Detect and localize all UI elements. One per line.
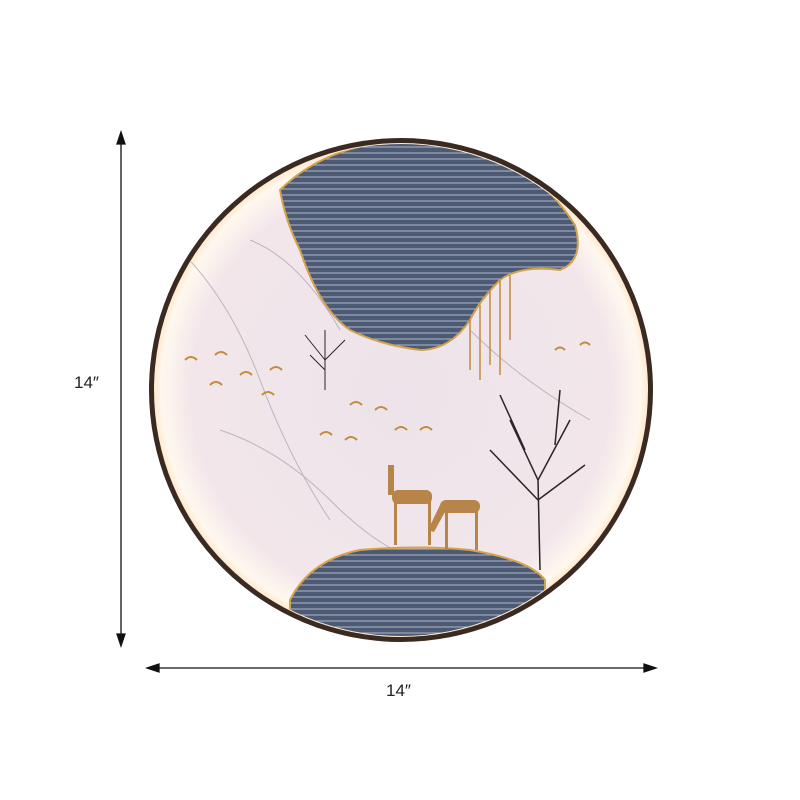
bottom-stone-shape [289,546,546,636]
width-label: 14″ [386,681,411,700]
small-tree [304,330,346,390]
tree [489,389,586,571]
birds [184,341,591,441]
deer [388,465,480,550]
width-dimension-arrow [144,663,659,673]
gold-strands [469,275,511,380]
height-label: 14″ [74,373,99,392]
height-dimension-arrow [116,129,126,649]
